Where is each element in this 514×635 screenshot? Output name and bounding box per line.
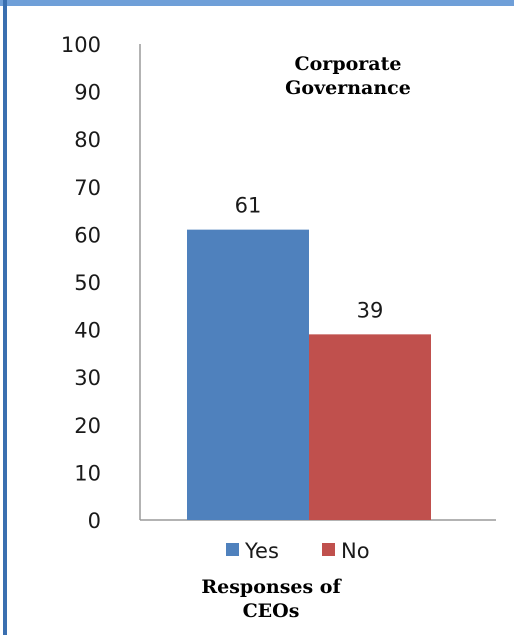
y-tick-label: 20	[74, 414, 101, 438]
y-tick-label: 50	[74, 271, 101, 295]
x-axis-title: Responses of CEOs	[201, 576, 342, 622]
y-tick-labels: 0 10 20 30 40 50 60 70 80 90 100	[61, 33, 101, 533]
y-tick-label: 70	[74, 176, 101, 200]
data-labels: 61 39	[235, 194, 384, 323]
legend-swatch-yes	[226, 543, 239, 556]
legend-label-yes: Yes	[244, 539, 279, 563]
bar-no	[309, 334, 431, 520]
y-tick-label: 40	[74, 319, 101, 343]
legend-label-no: No	[341, 539, 370, 563]
y-tick-label: 100	[61, 33, 101, 57]
title-line-1: Corporate	[295, 53, 402, 75]
legend-swatch-no	[322, 543, 335, 556]
y-tick-label: 10	[74, 461, 101, 485]
y-tick-label: 30	[74, 366, 101, 390]
xlabel-line-2: CEOs	[243, 600, 300, 622]
y-tick-label: 60	[74, 223, 101, 247]
bar-yes	[187, 229, 309, 520]
legend: Yes No	[226, 539, 370, 563]
bars	[187, 229, 431, 520]
data-label-no: 39	[357, 298, 384, 322]
data-label-yes: 61	[235, 194, 262, 218]
title-line-2: Governance	[285, 77, 411, 99]
plot-area: 0 10 20 30 40 50 60 70 80 90 100 61 39	[61, 33, 496, 533]
chart-title: Corporate Governance	[285, 53, 411, 99]
xlabel-line-1: Responses of	[201, 576, 342, 598]
y-tick-label: 90	[74, 81, 101, 105]
y-tick-label: 0	[88, 509, 101, 533]
y-tick-label: 80	[74, 128, 101, 152]
